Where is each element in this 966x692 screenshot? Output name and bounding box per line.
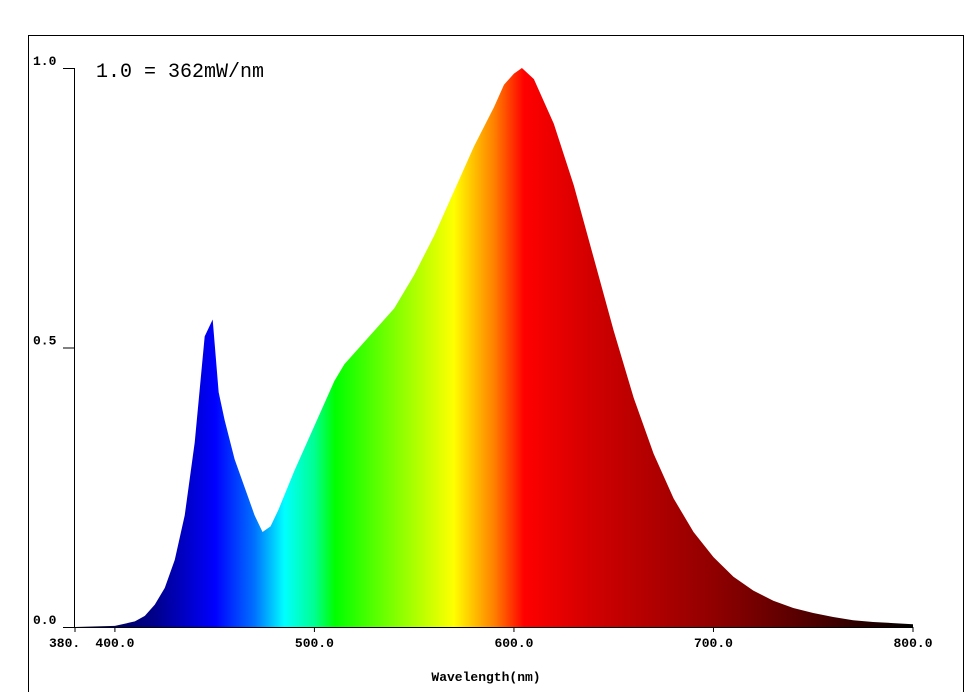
y-tick-label: 1.0 (33, 54, 57, 69)
x-tick-label: 400.0 (95, 636, 134, 651)
x-axis-label: Wavelength(nm) (431, 670, 540, 685)
y-tick-label: 0.0 (33, 613, 57, 628)
x-tick-label: 800.0 (893, 636, 932, 651)
x-tick-label: 700.0 (694, 636, 733, 651)
x-tick-label: 380. (49, 636, 80, 651)
annotation: 1.0 = 362mW/nm (96, 61, 264, 84)
frame (28, 35, 964, 692)
x-tick-label: 600.0 (494, 636, 533, 651)
spectrum-area (75, 68, 913, 627)
y-tick-label: 0.5 (33, 334, 57, 349)
x-tick-label: 500.0 (295, 636, 334, 651)
